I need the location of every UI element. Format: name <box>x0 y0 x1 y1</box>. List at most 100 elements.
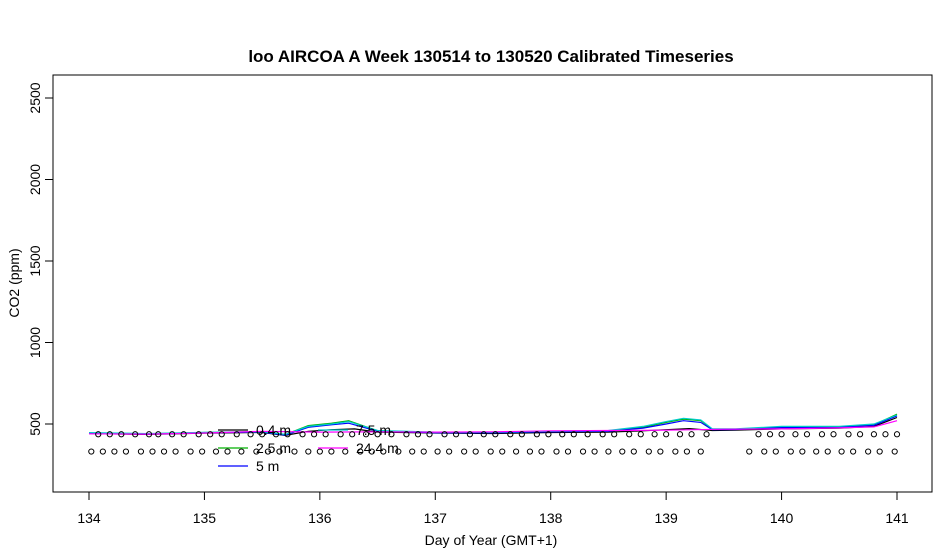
flag-point <box>224 448 231 455</box>
x-tick-label: 140 <box>770 510 794 526</box>
flag-point <box>414 431 422 438</box>
flag-point <box>149 448 156 455</box>
flag-point <box>755 431 762 438</box>
flag-point <box>106 431 113 438</box>
flag-point <box>870 431 878 438</box>
flag-point <box>487 448 494 455</box>
flag-point <box>683 448 691 455</box>
flag-point <box>247 431 254 438</box>
flag-point <box>611 431 618 438</box>
flag-point <box>865 448 872 455</box>
flag-point <box>172 448 179 455</box>
flag-point <box>492 431 499 438</box>
flag-point <box>856 431 864 438</box>
flag-point <box>420 448 427 455</box>
flag-point <box>446 448 453 455</box>
flag-point <box>799 448 806 455</box>
flag-point <box>850 448 857 455</box>
flag-point <box>88 448 95 455</box>
flag-point <box>155 431 162 438</box>
flag-point <box>207 431 214 438</box>
flag-point <box>512 448 520 455</box>
y-tick-label: 1500 <box>27 245 43 276</box>
legend-label: 7.5 m <box>356 422 391 438</box>
flag-point <box>845 431 852 438</box>
flag-point <box>95 431 102 438</box>
flag-point <box>137 448 145 455</box>
x-tick-label: 134 <box>77 510 101 526</box>
flag-point <box>212 448 220 455</box>
chart-title: loo AIRCOA A Week 130514 to 130520 Calib… <box>248 47 733 66</box>
flag-point <box>238 448 245 455</box>
flag-point <box>480 431 487 438</box>
flag-point <box>218 431 225 438</box>
flag-point <box>499 448 506 455</box>
flag-point <box>891 448 898 455</box>
flag-point <box>337 431 344 438</box>
flag-point <box>99 448 106 455</box>
y-axis-label: CO2 (ppm) <box>6 248 22 317</box>
flag-point <box>264 448 272 455</box>
y-tick-label: 2500 <box>27 82 43 113</box>
flag-point <box>619 448 626 455</box>
flag-point <box>703 431 710 438</box>
flag-point <box>272 431 280 438</box>
flag-point <box>824 448 831 455</box>
legend-label: 0.4 m <box>256 422 291 438</box>
flag-point <box>538 448 545 455</box>
flag-point <box>772 448 779 455</box>
flag-point <box>380 448 387 455</box>
flag-point <box>132 431 139 438</box>
flag-point <box>122 448 130 455</box>
flag-point <box>199 448 206 455</box>
flag-point <box>441 431 448 438</box>
flag-point <box>409 448 416 455</box>
flag-point <box>553 448 560 455</box>
x-tick-label: 139 <box>654 510 678 526</box>
flag-point <box>813 448 820 455</box>
flag-point <box>395 448 402 455</box>
flag-point <box>838 448 845 455</box>
flag-point <box>876 448 883 455</box>
flag-point <box>637 431 644 438</box>
flag-point <box>160 448 168 455</box>
flag-point <box>803 431 811 438</box>
flag-point <box>518 431 525 438</box>
flag-point <box>830 431 837 438</box>
flag-point <box>526 448 534 455</box>
flag-point <box>328 448 335 455</box>
x-tick-label: 136 <box>308 510 332 526</box>
flag-point <box>388 431 395 438</box>
flag-point <box>688 431 695 438</box>
flag-point <box>584 431 591 438</box>
flag-point <box>145 431 153 438</box>
flag-point <box>787 448 794 455</box>
flag-point <box>645 448 652 455</box>
x-tick-label: 135 <box>193 510 217 526</box>
x-tick-label: 137 <box>424 510 448 526</box>
flag-point <box>599 431 606 438</box>
flag-point <box>299 431 306 438</box>
legend: 0.4 m 2.5 m 5 m 7.5 m 24.4 m <box>218 422 399 474</box>
flag-point <box>533 431 540 438</box>
flag-point <box>559 431 566 438</box>
flag-point <box>461 448 468 455</box>
flag-point <box>426 431 433 438</box>
flag-point <box>466 431 474 438</box>
legend-label: 2.5 m <box>256 440 291 456</box>
flag-point <box>663 431 670 438</box>
y-axis: 500 1000 1500 2000 2500 <box>27 82 54 436</box>
flag-point <box>316 448 323 455</box>
flag-point <box>434 448 441 455</box>
flag-point <box>253 448 260 455</box>
flag-point <box>818 431 826 438</box>
flag-point <box>284 431 291 438</box>
y-tick-label: 500 <box>27 412 43 436</box>
plot-frame <box>52 74 933 493</box>
flag-point <box>291 448 298 455</box>
x-tick-label: 141 <box>885 510 909 526</box>
flag-point <box>893 431 901 438</box>
flag-point <box>564 448 572 455</box>
legend-label: 5 m <box>256 458 279 474</box>
